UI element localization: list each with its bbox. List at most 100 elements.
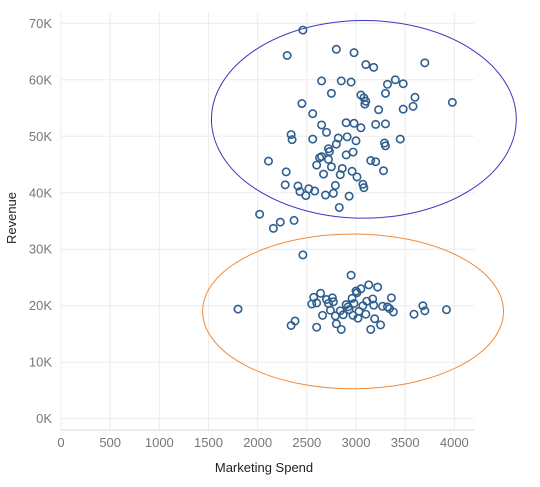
data-point bbox=[380, 119, 390, 129]
x-tick-label: 4000 bbox=[440, 435, 469, 450]
y-tick-label: 40K bbox=[29, 185, 52, 200]
data-point bbox=[361, 309, 371, 319]
data-point bbox=[321, 127, 331, 137]
data-point bbox=[331, 44, 341, 54]
cluster-ellipse bbox=[210, 19, 517, 219]
data-point bbox=[335, 170, 345, 180]
x-tick-label: 2500 bbox=[292, 435, 321, 450]
data-point bbox=[395, 134, 405, 144]
data-point bbox=[327, 293, 337, 303]
y-tick-label: 20K bbox=[29, 298, 52, 313]
data-point bbox=[376, 320, 386, 330]
data-point bbox=[366, 156, 376, 166]
data-point bbox=[342, 132, 352, 142]
data-point bbox=[356, 123, 366, 133]
data-point bbox=[349, 118, 359, 128]
data-point bbox=[289, 215, 299, 225]
data-point bbox=[380, 141, 390, 151]
data-point bbox=[374, 105, 384, 115]
data-point bbox=[323, 154, 333, 164]
y-tick-label: 0K bbox=[36, 411, 52, 426]
data-point bbox=[315, 153, 325, 163]
data-point bbox=[338, 310, 348, 320]
data-point bbox=[369, 62, 379, 72]
data-point bbox=[316, 288, 326, 298]
data-point bbox=[361, 60, 371, 70]
data-point bbox=[359, 183, 369, 193]
data-point bbox=[268, 223, 278, 233]
y-tick-label: 60K bbox=[29, 72, 52, 87]
data-point bbox=[344, 191, 354, 201]
data-point bbox=[347, 293, 357, 303]
data-point bbox=[410, 92, 420, 102]
x-tick-label: 3500 bbox=[391, 435, 420, 450]
data-point bbox=[366, 324, 376, 334]
data-point bbox=[328, 188, 338, 198]
data-point bbox=[318, 310, 328, 320]
data-point bbox=[359, 93, 369, 103]
data-point bbox=[319, 169, 329, 179]
x-tick-label: 3000 bbox=[342, 435, 371, 450]
data-point bbox=[312, 298, 322, 308]
data-point bbox=[330, 180, 340, 190]
data-point bbox=[382, 79, 392, 89]
data-point bbox=[297, 99, 307, 109]
data-point bbox=[349, 298, 359, 308]
data-point bbox=[349, 48, 359, 58]
data-point bbox=[312, 160, 322, 170]
data-point bbox=[298, 25, 308, 35]
data-point bbox=[418, 301, 428, 311]
data-point bbox=[347, 166, 357, 176]
data-point bbox=[373, 282, 383, 292]
x-tick-label: 500 bbox=[99, 435, 121, 450]
data-point bbox=[275, 217, 285, 227]
y-tick-label: 70K bbox=[29, 16, 52, 31]
data-point bbox=[293, 181, 303, 191]
data-point bbox=[360, 99, 370, 109]
data-point bbox=[368, 294, 378, 304]
data-point bbox=[398, 79, 408, 89]
data-point bbox=[351, 136, 361, 146]
data-point bbox=[287, 135, 297, 145]
data-point bbox=[420, 306, 430, 316]
data-point bbox=[348, 147, 358, 157]
y-axis-title: Revenue bbox=[4, 192, 19, 244]
data-point bbox=[326, 162, 336, 172]
data-point bbox=[233, 304, 243, 314]
x-tick-label: 0 bbox=[57, 435, 64, 450]
point-layer bbox=[233, 25, 457, 334]
data-point bbox=[331, 319, 341, 329]
data-point bbox=[408, 101, 418, 111]
y-tick-label: 10K bbox=[29, 355, 52, 370]
x-tick-label: 2000 bbox=[243, 435, 272, 450]
y-tick-label: 50K bbox=[29, 129, 52, 144]
axis-layer: 0 500 1000 1500 2000 2500 3000 3500 4000 0K 10K 20K… bbox=[29, 16, 474, 450]
data-point bbox=[312, 322, 322, 332]
data-point bbox=[317, 76, 327, 86]
data-point bbox=[346, 77, 356, 87]
data-point bbox=[331, 139, 341, 149]
data-point bbox=[281, 167, 291, 177]
data-point bbox=[388, 307, 398, 317]
data-point bbox=[317, 120, 327, 130]
data-point bbox=[371, 157, 381, 167]
data-point bbox=[336, 324, 346, 334]
data-point bbox=[380, 88, 390, 98]
data-point bbox=[390, 75, 400, 85]
data-point bbox=[379, 166, 389, 176]
data-point bbox=[341, 118, 351, 128]
data-point bbox=[290, 316, 300, 326]
data-point bbox=[352, 172, 362, 182]
data-point bbox=[325, 305, 335, 315]
data-point bbox=[364, 280, 374, 290]
x-tick-label: 1500 bbox=[194, 435, 223, 450]
data-point bbox=[441, 305, 451, 315]
data-point bbox=[308, 109, 318, 119]
data-point bbox=[310, 186, 320, 196]
data-point bbox=[420, 58, 430, 68]
data-point bbox=[286, 130, 296, 140]
data-point bbox=[370, 314, 380, 324]
data-point bbox=[447, 97, 457, 107]
data-point bbox=[336, 76, 346, 86]
